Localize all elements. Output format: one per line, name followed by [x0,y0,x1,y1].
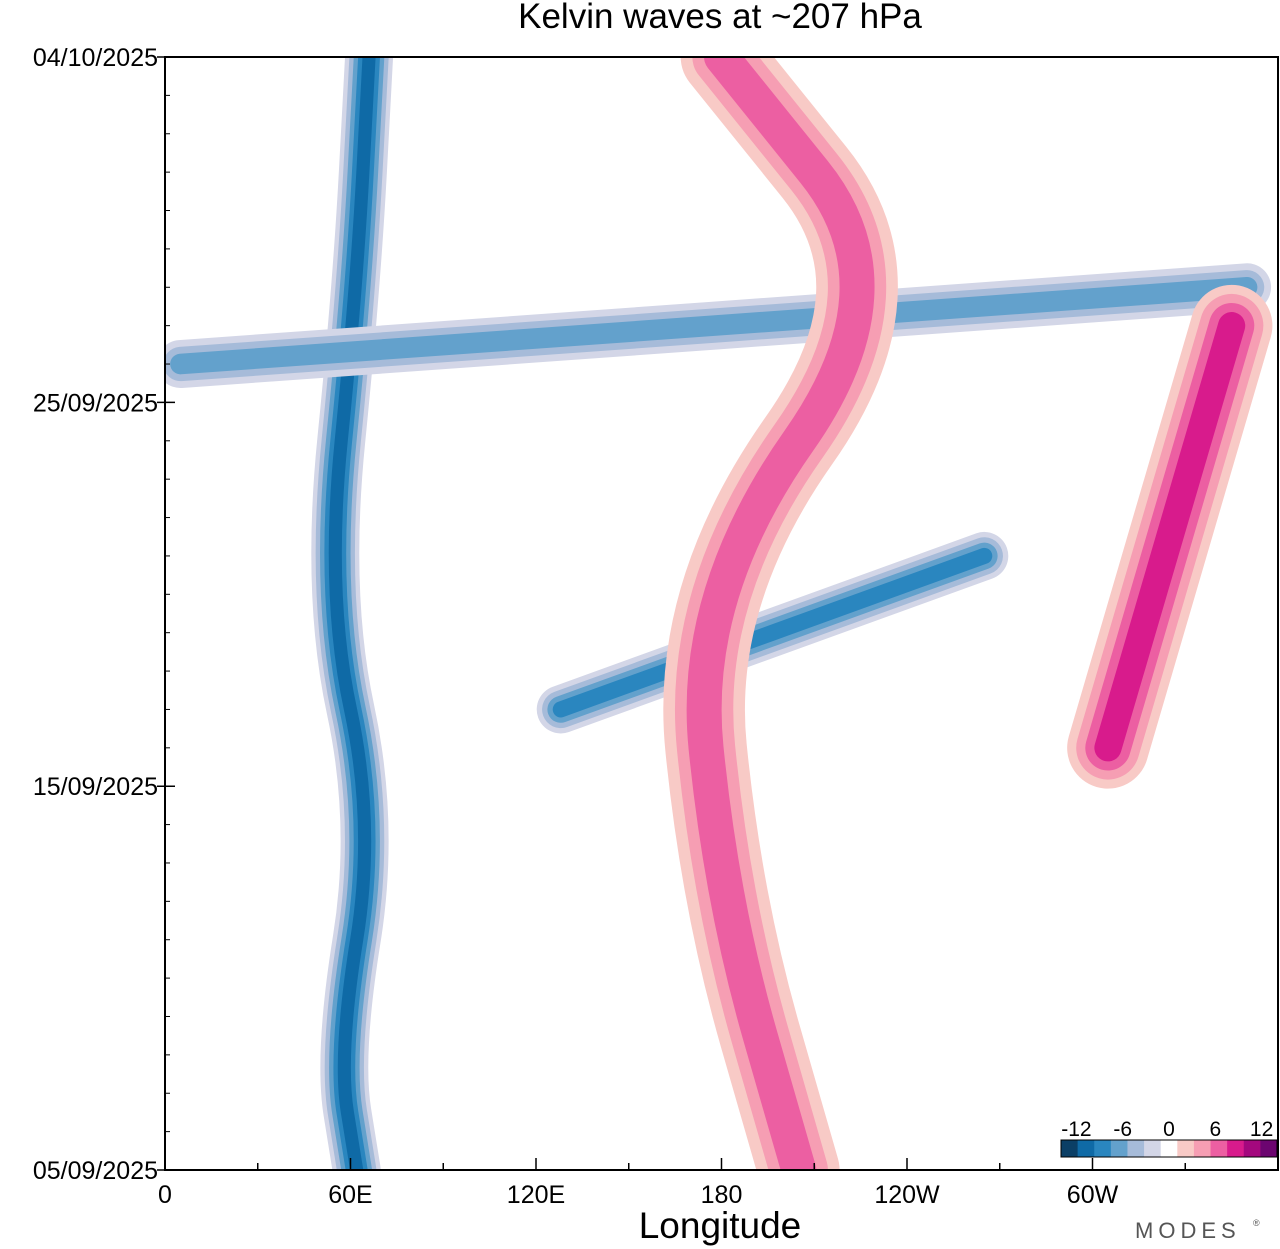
colorbar-label: 12 [1250,1118,1273,1141]
chart-title: Kelvin waves at ~207 hPa [518,0,922,36]
y-tick-label: 15/09/2025 [33,773,158,801]
colorbar-swatch [1094,1140,1112,1157]
x-tick-label: 60E [328,1181,372,1209]
colorbar-swatch [1243,1140,1261,1157]
x-tick-label: 0 [158,1181,172,1209]
x-axis: 0 60E 120E 180 120W 60W [158,1158,1186,1209]
contour-band-negative-1-4 [552,547,993,718]
colorbar-swatch [1260,1140,1278,1157]
y-tick-label: 05/09/2025 [33,1157,158,1185]
y-axis: 05/09/2025 15/09/2025 25/09/2025 04/10/2025 [33,44,175,1185]
logo-mark: ® [1253,1218,1260,1228]
colorbar-swatch [1193,1140,1212,1157]
x-tick-label: 60W [1067,1181,1119,1209]
contour-band-positive-3-3 [686,57,875,1170]
colorbar-label: 6 [1209,1118,1221,1141]
colorbar-frame [1060,1139,1278,1158]
x-tick-label: 120E [507,1181,565,1209]
modes-logo: MODES ® [1135,1218,1260,1243]
contour-band-positive-4-4 [1094,312,1246,762]
colorbar-swatch [1144,1140,1162,1157]
colorbar-swatch [1210,1140,1228,1157]
colorbar: -12 -6 0 6 12 [1060,1118,1278,1158]
colorbar-swatch [1061,1140,1079,1157]
colorbar-label: -12 [1061,1118,1091,1141]
colorbar-swatch [1127,1140,1145,1157]
x-tick-label: 120W [874,1181,940,1209]
anomaly-contour-field [165,57,1273,1170]
colorbar-label: 0 [1163,1118,1175,1141]
colorbar-swatch [1077,1140,1095,1157]
colorbar-swatch [1110,1140,1128,1157]
y-tick-label: 25/09/2025 [33,389,158,417]
contour-band-negative-0-5 [328,57,376,1170]
logo-text: MODES [1135,1218,1241,1243]
colorbar-swatch [1160,1140,1178,1157]
colorbar-swatch [1227,1140,1245,1157]
colorbar-swatch [1177,1140,1195,1157]
x-tick-label: 180 [701,1181,743,1209]
colorbar-label: -6 [1113,1118,1132,1141]
x-axis-label: Longitude [639,1205,802,1246]
y-tick-label: 04/10/2025 [33,44,158,72]
